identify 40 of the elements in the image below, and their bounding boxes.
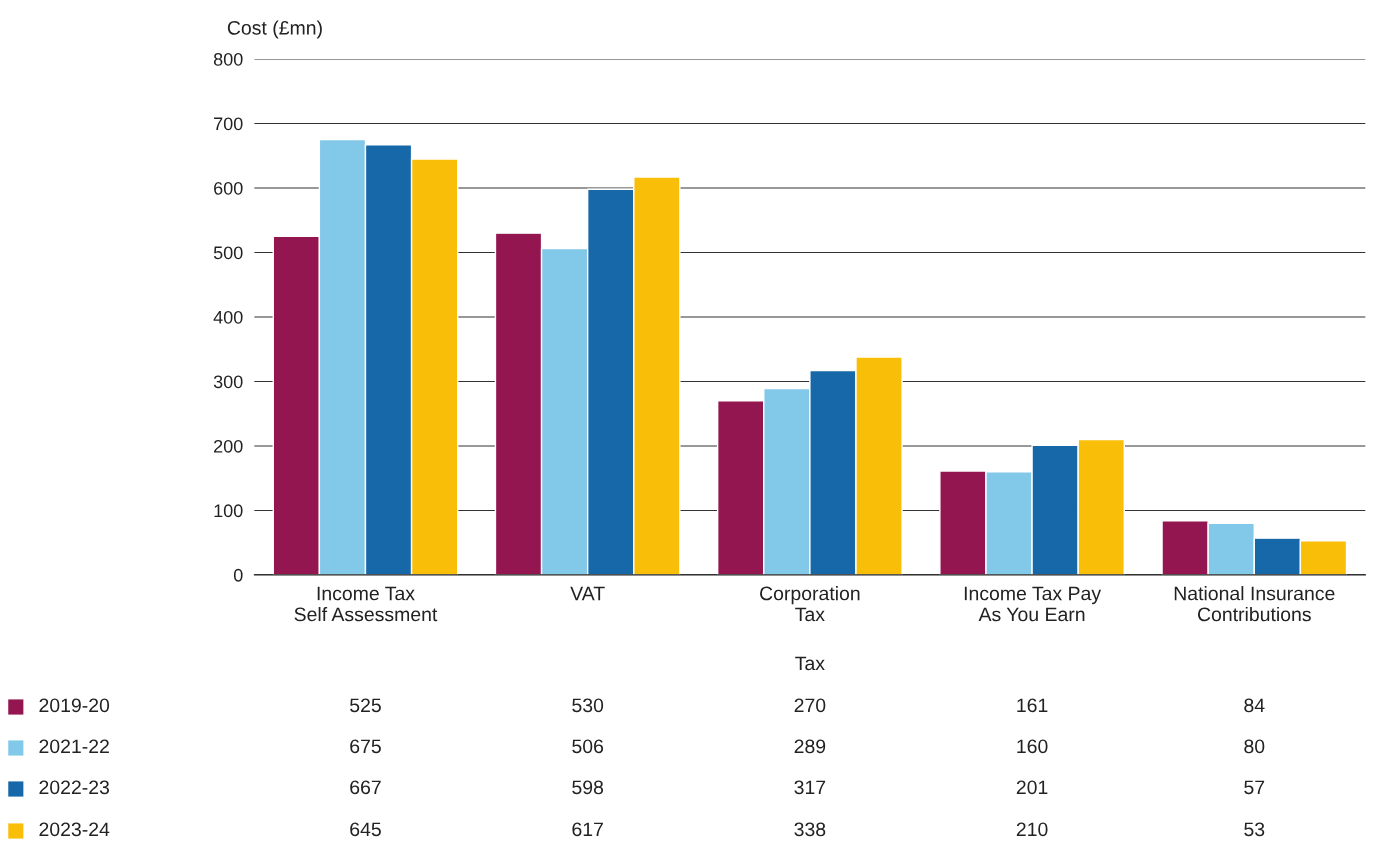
data-label: 506 xyxy=(572,739,604,754)
legend-label: 2019-20 xyxy=(39,698,110,713)
data-label: 289 xyxy=(794,739,826,754)
data-label: 161 xyxy=(1017,698,1048,713)
x-tick-label: Income Tax Self Assessment xyxy=(294,586,438,622)
data-label: 80 xyxy=(1244,739,1265,754)
y-tick-label: 300 xyxy=(213,375,243,389)
x-tick-label: VAT xyxy=(570,586,605,601)
data-label: 675 xyxy=(350,739,381,754)
data-label: 338 xyxy=(794,822,826,837)
legend-label: 2021-22 xyxy=(39,739,109,754)
data-label: 53 xyxy=(1244,822,1265,837)
data-label: 617 xyxy=(572,822,603,837)
data-label: 57 xyxy=(1244,780,1265,795)
data-label: 598 xyxy=(572,780,604,795)
x-tick-label: Income Tax Pay As You Earn xyxy=(964,586,1102,622)
data-label: 201 xyxy=(1016,780,1048,795)
x-tick-label: Corporation Tax xyxy=(760,586,860,622)
legend-label: 2022-23 xyxy=(39,780,109,795)
y-tick-label: 600 xyxy=(214,181,243,195)
y-tick-label: 100 xyxy=(214,504,243,518)
data-label: 530 xyxy=(572,698,604,713)
y-tick-label: 200 xyxy=(214,439,243,453)
x-axis-title: Tax xyxy=(795,656,825,671)
data-label: 667 xyxy=(350,780,381,795)
y-tick-label: 800 xyxy=(213,52,243,66)
data-label: 270 xyxy=(794,698,826,713)
x-tick-label: National Insurance Contributions xyxy=(1174,586,1335,622)
data-label: 645 xyxy=(350,822,381,837)
y-tick-label: 400 xyxy=(213,310,243,324)
data-label: 84 xyxy=(1244,698,1265,713)
data-label: 525 xyxy=(350,698,381,713)
y-axis-title: Cost (£mn) xyxy=(227,20,322,39)
legend-label: 2023-24 xyxy=(39,822,110,837)
data-label: 160 xyxy=(1017,739,1048,754)
y-tick-label: 0 xyxy=(233,568,243,582)
data-label: 210 xyxy=(1016,822,1048,837)
data-label: 317 xyxy=(794,780,826,795)
y-tick-label: 700 xyxy=(214,117,243,131)
y-tick-label: 500 xyxy=(213,246,243,260)
